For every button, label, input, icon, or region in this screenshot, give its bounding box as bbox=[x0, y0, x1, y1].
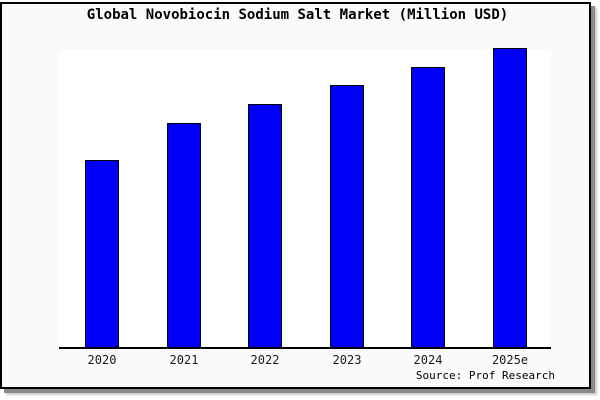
bar-2023 bbox=[330, 85, 364, 347]
bar-2024 bbox=[411, 67, 445, 347]
x-tick-label-2021: 2021 bbox=[169, 353, 199, 367]
x-tick-label-2024: 2024 bbox=[413, 353, 443, 367]
chart-title: Global Novobiocin Sodium Salt Market (Mi… bbox=[86, 7, 509, 23]
plot-area bbox=[59, 48, 551, 349]
x-tick-label-2022: 2022 bbox=[250, 353, 280, 367]
bar-2025e bbox=[493, 48, 527, 347]
x-tick-label-2023: 2023 bbox=[332, 353, 362, 367]
bar-2022 bbox=[248, 104, 282, 347]
x-tick-label-2025e: 2025e bbox=[491, 353, 529, 367]
bar-2020 bbox=[85, 160, 119, 347]
bar-2021 bbox=[167, 123, 201, 347]
x-tick-label-2020: 2020 bbox=[87, 353, 117, 367]
source-credit: Source: Prof Research bbox=[415, 369, 555, 382]
